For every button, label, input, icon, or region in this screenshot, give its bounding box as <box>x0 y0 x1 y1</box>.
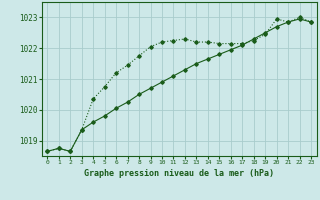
X-axis label: Graphe pression niveau de la mer (hPa): Graphe pression niveau de la mer (hPa) <box>84 169 274 178</box>
